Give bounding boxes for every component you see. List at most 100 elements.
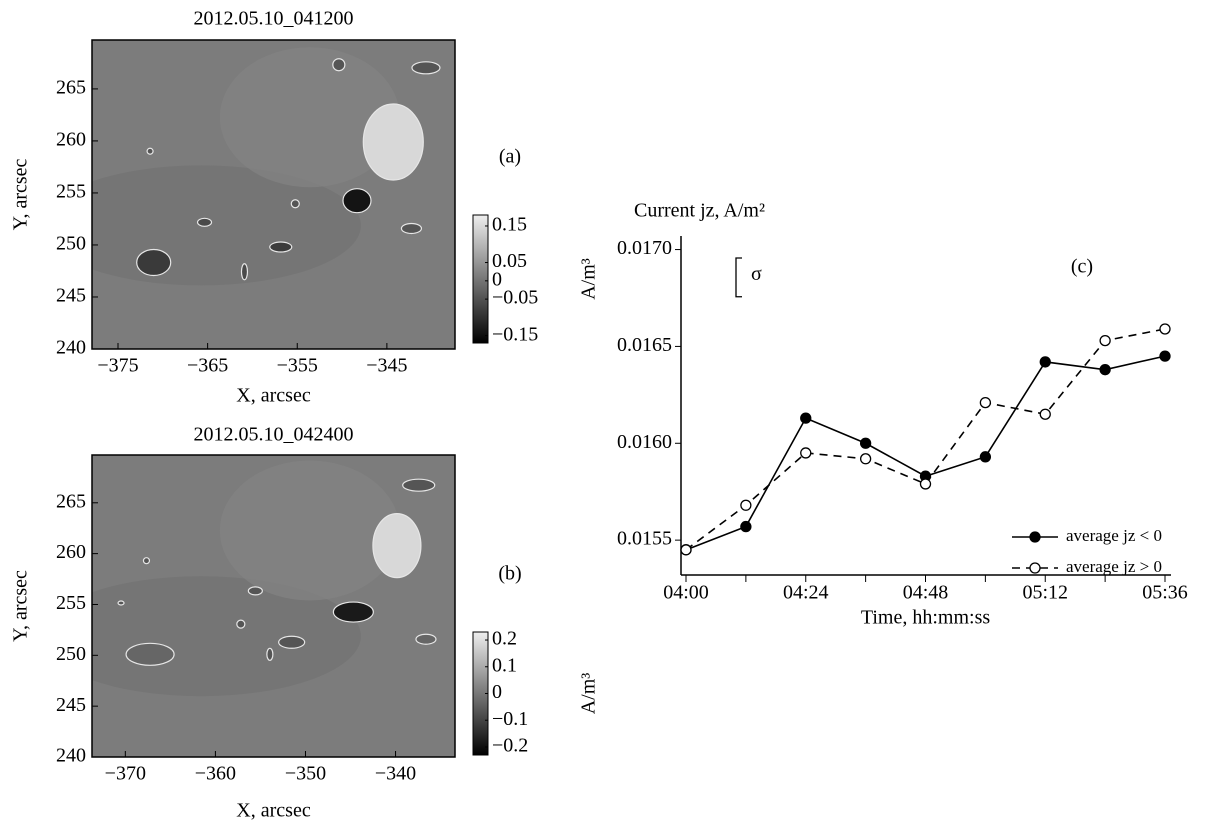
shade	[92, 576, 361, 697]
data-point	[800, 412, 812, 424]
y-tick-label: 245	[56, 285, 86, 307]
current-region	[372, 512, 422, 579]
y-axis-label: Y, arcsec	[10, 570, 32, 642]
legend-marker	[1029, 531, 1041, 543]
data-point	[859, 453, 872, 465]
y-tick-label: 250	[56, 233, 86, 255]
colorbar-tick-label: 0.15	[492, 214, 527, 236]
x-tick-label: −365	[187, 355, 228, 377]
colorbar-label: A/m³	[578, 258, 600, 300]
y-tick-label: 240	[56, 337, 86, 359]
current-region	[400, 222, 423, 235]
current-region	[236, 619, 246, 629]
plot-frame	[91, 39, 456, 350]
colorbar-tick-label: 0	[492, 681, 502, 703]
current-region	[362, 103, 424, 181]
current-region	[146, 147, 154, 155]
x-tick-label: 04:48	[903, 582, 949, 604]
data-point	[1099, 334, 1111, 347]
shade	[219, 460, 400, 601]
sigma-bracket	[735, 257, 742, 298]
data-point	[740, 520, 752, 533]
data-point	[979, 451, 992, 463]
image-features	[92, 460, 437, 697]
panel-title: 2012.05.10_041200	[194, 8, 354, 30]
y-tick-label: 260	[56, 129, 86, 151]
current-region	[196, 217, 213, 227]
shade	[219, 47, 400, 188]
data-point	[979, 396, 992, 409]
legend-label: average jz < 0	[1066, 526, 1162, 545]
y-tick-label: 240	[56, 745, 86, 767]
colorbar-tick-label: 0.1	[492, 654, 517, 676]
current-region	[332, 601, 374, 623]
y-tick-label: 0.0155	[617, 528, 672, 550]
current-region	[342, 188, 372, 214]
current-region	[266, 647, 274, 661]
panel-label: (c)	[1071, 256, 1093, 278]
series-line	[685, 355, 1166, 551]
x-tick-label: −370	[105, 763, 146, 785]
current-region	[240, 263, 249, 281]
x-tick-label: −350	[285, 763, 326, 785]
colorbar-tick-label: −0.05	[492, 287, 538, 309]
x-tick-label: −345	[366, 355, 407, 377]
y-axis-label: Y, arcsec	[10, 158, 32, 230]
colorbar-tick-label: −0.2	[492, 735, 528, 757]
y-tick-label: 255	[56, 592, 86, 614]
colorbar-tick-label: 0.05	[492, 250, 527, 272]
current-region	[125, 642, 175, 666]
y-tick-label: 265	[56, 76, 86, 98]
panel-label: (a)	[499, 146, 521, 168]
x-tick-label: −355	[277, 355, 318, 377]
colorbar-tick-label: −0.1	[492, 708, 528, 730]
x-tick-label: 04:00	[663, 582, 709, 604]
x-tick-label: −375	[97, 355, 138, 377]
y-tick-label: 0.0165	[617, 334, 672, 356]
x-tick-label: −360	[195, 763, 236, 785]
panel-label: (b)	[498, 563, 521, 585]
colorbar-tick-label: −0.15	[492, 323, 538, 345]
current-region	[411, 61, 441, 75]
y-tick-label: 255	[56, 181, 86, 203]
data-point	[800, 447, 812, 459]
y-tick-label: 265	[56, 490, 86, 512]
sigma-label: σ	[751, 263, 762, 285]
image-features	[92, 47, 441, 286]
current-region	[136, 248, 172, 277]
legend-marker	[1029, 562, 1041, 574]
y-tick-label: 245	[56, 694, 86, 716]
current-region	[247, 586, 263, 596]
x-tick-label: 05:12	[1022, 582, 1068, 604]
colorbar	[472, 214, 489, 344]
current-region	[415, 633, 437, 645]
colorbar-tick-label: 0	[492, 268, 502, 290]
panel-title: 2012.05.10_042400	[194, 424, 354, 446]
current-region	[117, 600, 125, 606]
data-point	[680, 544, 692, 556]
x-tick-label: 04:24	[783, 582, 829, 604]
y-tick-label: 0.0170	[617, 237, 672, 259]
current-region	[278, 635, 306, 649]
x-axis-label: X, arcsec	[236, 800, 311, 822]
y-tick-label: 0.0160	[617, 431, 672, 453]
data-point	[859, 437, 872, 449]
legend-label: average jz > 0	[1066, 557, 1162, 576]
x-tick-label: 05:36	[1142, 582, 1188, 604]
current-region	[269, 241, 293, 253]
current-region	[290, 199, 300, 209]
y-tick-label: 260	[56, 541, 86, 563]
current-region	[402, 478, 436, 492]
current-region	[142, 557, 151, 565]
data-point	[1159, 323, 1171, 335]
y-axis-title: Current jz, A/m²	[634, 200, 765, 222]
data-point	[919, 478, 932, 490]
data-point	[1039, 408, 1051, 420]
data-point	[1159, 350, 1171, 362]
current-region	[332, 58, 346, 72]
plot-frame	[91, 454, 456, 758]
data-point	[1099, 364, 1111, 376]
colorbar-tick-label: 0.2	[492, 628, 517, 650]
colorbar-label: A/m³	[578, 673, 600, 715]
